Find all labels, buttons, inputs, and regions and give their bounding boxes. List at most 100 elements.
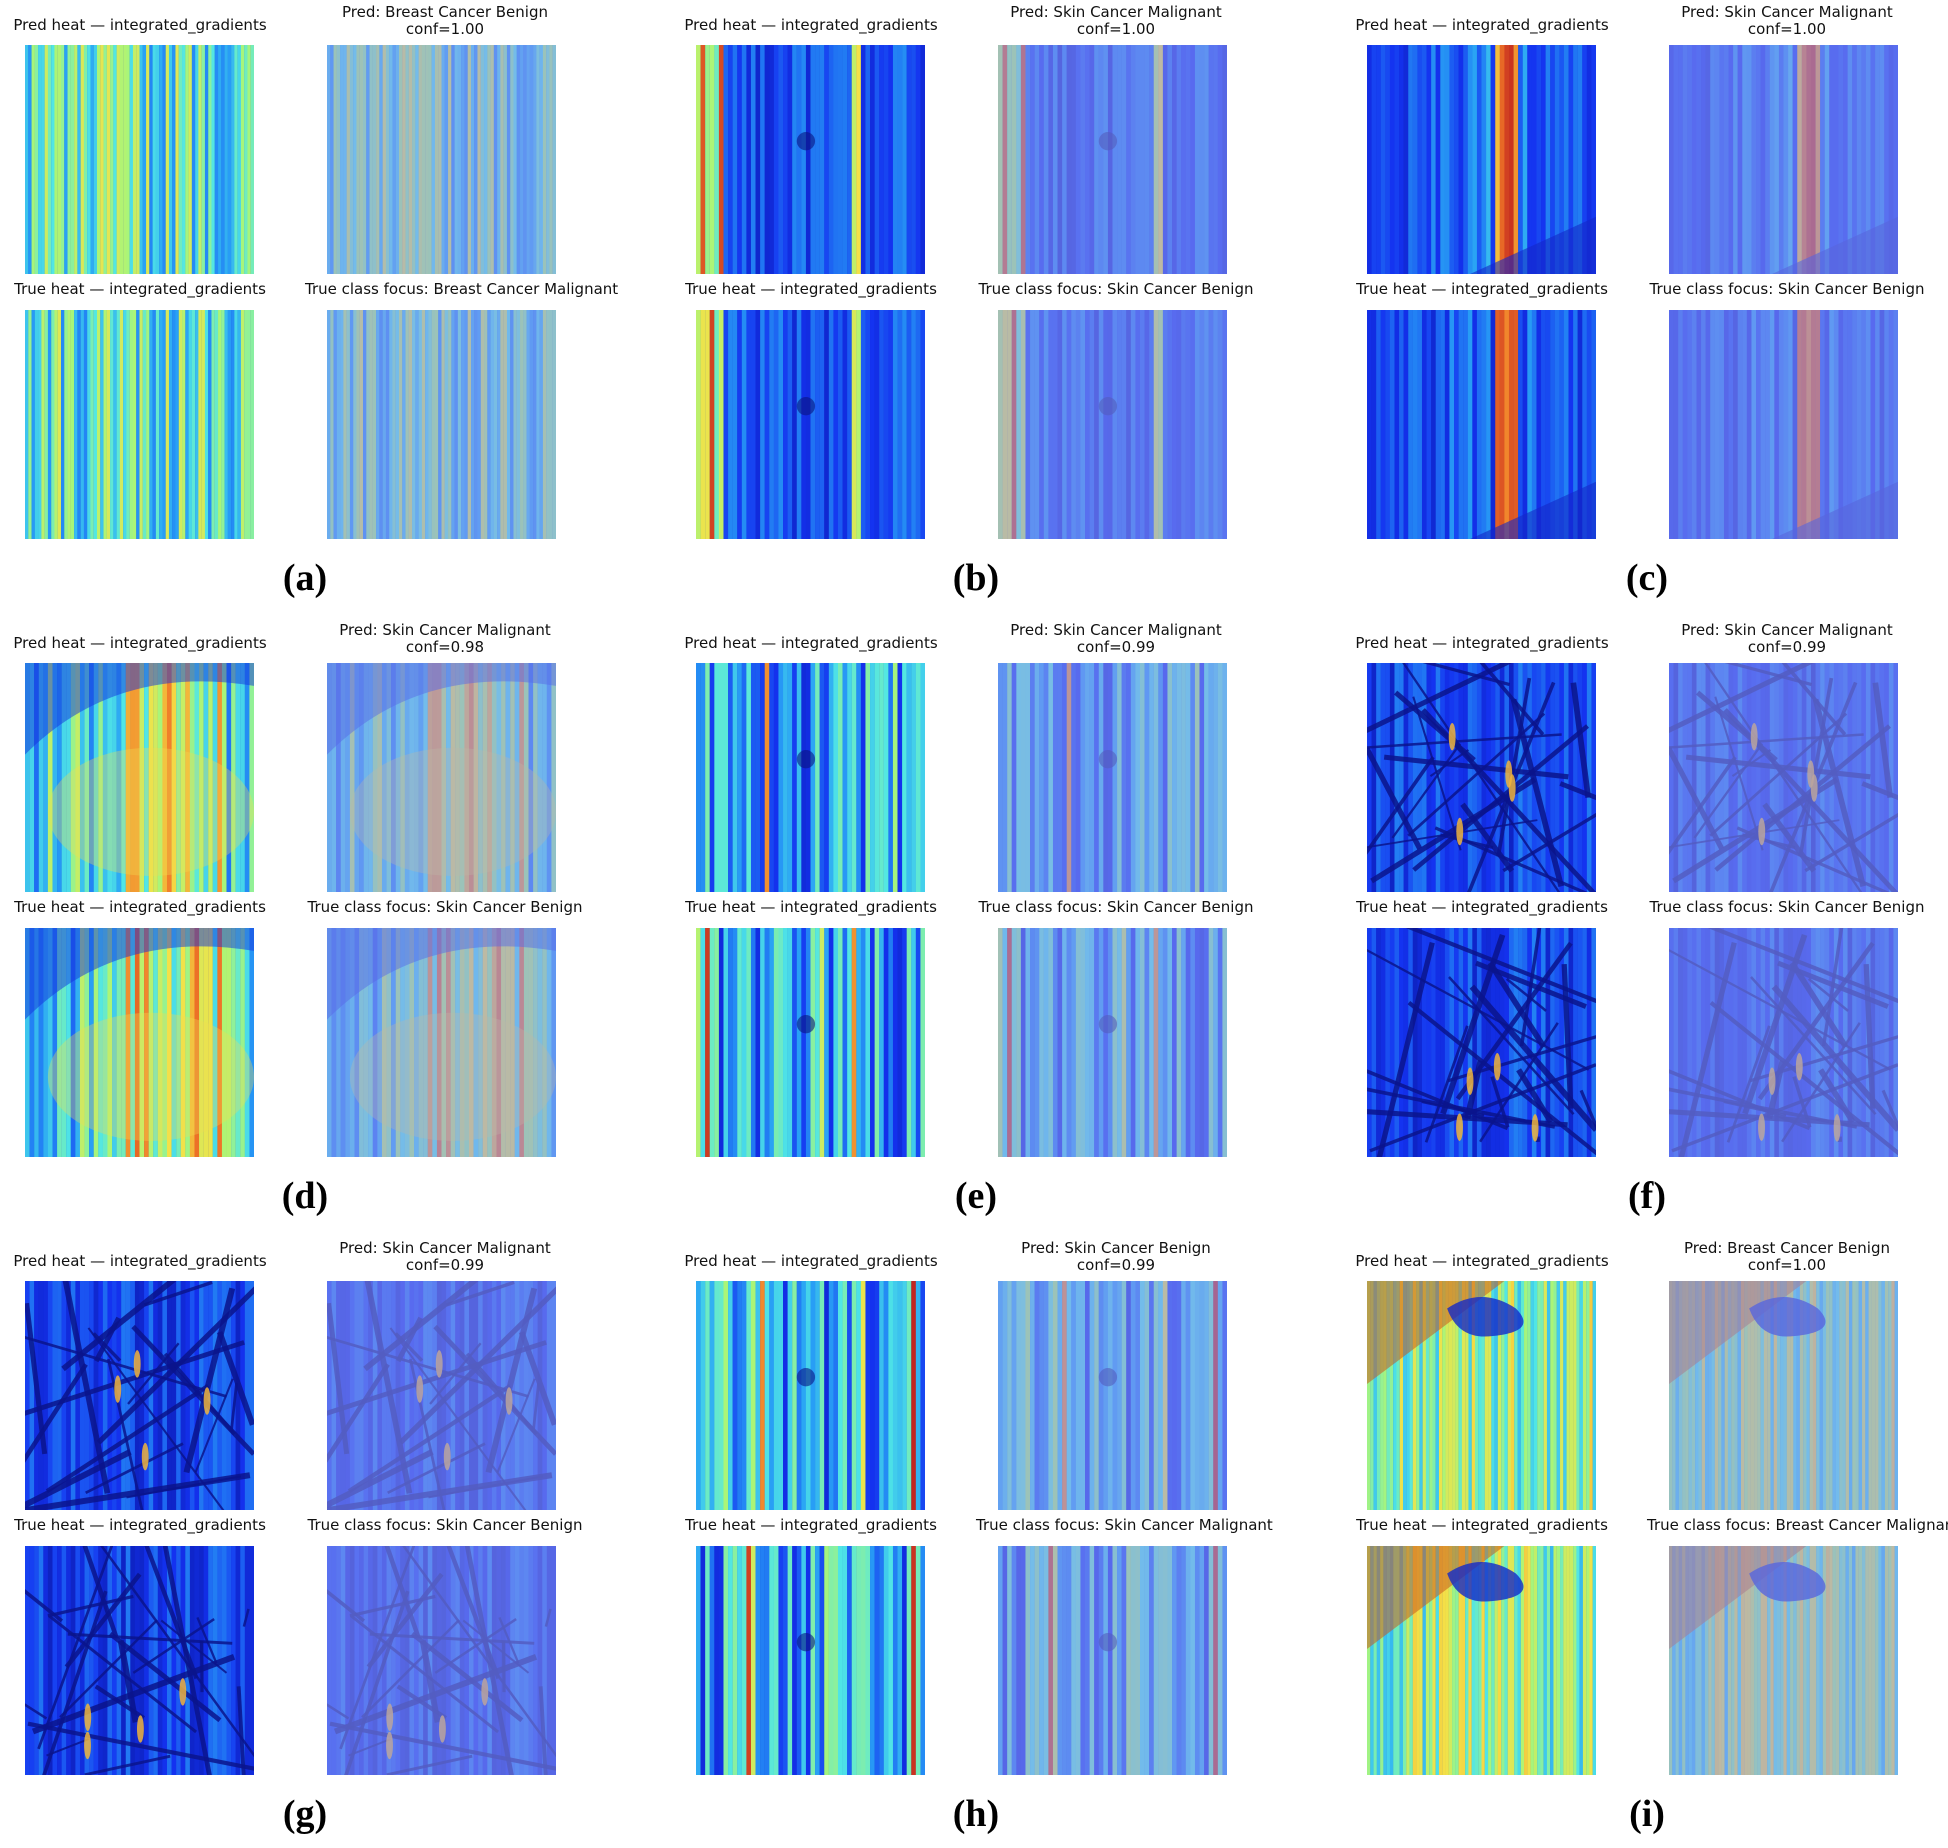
true-heat-title: True heat — integrated_gradients	[0, 899, 280, 916]
true-heat-title: True heat — integrated_gradients	[0, 281, 280, 298]
true-heatmap	[696, 310, 925, 539]
pred-class-label: Pred: Skin Cancer Malignant	[305, 1240, 585, 1257]
pred-confidence: conf=1.00	[976, 21, 1256, 38]
true-heatmap	[696, 928, 925, 1157]
panel-caption: (b)	[916, 556, 1036, 600]
pred-overlay	[327, 1281, 556, 1510]
pred-overlay	[1669, 663, 1898, 892]
true-class-title: True class focus: Skin Cancer Benign	[976, 899, 1256, 916]
pred-overlay	[998, 663, 1227, 892]
pred-class-label: Pred: Breast Cancer Benign	[1647, 1240, 1927, 1257]
true-heat-title: True heat — integrated_gradients	[671, 899, 951, 916]
pred-heatmap	[696, 1281, 925, 1510]
true-class-title: True class focus: Skin Cancer Benign	[976, 281, 1256, 298]
true-class-title: True class focus: Skin Cancer Benign	[305, 1517, 585, 1534]
pred-overlay	[327, 663, 556, 892]
pred-confidence: conf=0.99	[1647, 639, 1927, 656]
panel-caption: (d)	[245, 1174, 365, 1218]
true-class-title: True class focus: Skin Cancer Benign	[1647, 281, 1927, 298]
panel-caption: (f)	[1587, 1174, 1707, 1218]
pred-confidence: conf=0.99	[976, 639, 1256, 656]
true-heatmap	[25, 1546, 254, 1775]
pred-overlay	[1669, 45, 1898, 274]
pred-confidence: conf=1.00	[1647, 21, 1927, 38]
pred-heat-title: Pred heat — integrated_gradients	[671, 17, 951, 34]
pred-confidence: conf=1.00	[1647, 1257, 1927, 1274]
pred-class-label: Pred: Skin Cancer Malignant	[1647, 4, 1927, 21]
true-overlay	[327, 310, 556, 539]
pred-overlay	[998, 1281, 1227, 1510]
panel-caption: (i)	[1587, 1792, 1707, 1836]
panel-f: Pred heat — integrated_gradients Pred: Sk…	[1342, 618, 1948, 1230]
true-overlay	[1669, 1546, 1898, 1775]
panel-caption: (h)	[916, 1792, 1036, 1836]
true-class-title: True class focus: Breast Cancer Malignan…	[1647, 1517, 1927, 1534]
panel-c: Pred heat — integrated_gradients Pred: Sk…	[1342, 0, 1948, 612]
pred-heatmap	[25, 45, 254, 274]
true-overlay	[1669, 928, 1898, 1157]
pred-heatmap	[1367, 1281, 1596, 1510]
true-overlay	[1669, 310, 1898, 539]
pred-confidence: conf=0.98	[305, 639, 585, 656]
pred-overlay	[998, 45, 1227, 274]
pred-class-label: Pred: Breast Cancer Benign	[305, 4, 585, 21]
pred-heat-title: Pred heat — integrated_gradients	[671, 635, 951, 652]
pred-heat-title: Pred heat — integrated_gradients	[1342, 17, 1622, 34]
pred-class-label: Pred: Skin Cancer Malignant	[976, 622, 1256, 639]
pred-heatmap	[696, 45, 925, 274]
panel-caption: (a)	[245, 556, 365, 600]
panel-caption: (e)	[916, 1174, 1036, 1218]
pred-heatmap	[1367, 663, 1596, 892]
panel-g: Pred heat — integrated_gradients Pred: Sk…	[0, 1236, 660, 1848]
panel-caption: (c)	[1587, 556, 1707, 600]
pred-overlay	[327, 45, 556, 274]
pred-class-label: Pred: Skin Cancer Malignant	[976, 4, 1256, 21]
panel-e: Pred heat — integrated_gradients Pred: Sk…	[671, 618, 1331, 1230]
true-class-title: True class focus: Breast Cancer Malignan…	[305, 281, 585, 298]
true-heat-title: True heat — integrated_gradients	[1342, 1517, 1622, 1534]
pred-class-label: Pred: Skin Cancer Benign	[976, 1240, 1256, 1257]
pred-heatmap	[25, 663, 254, 892]
pred-overlay	[1669, 1281, 1898, 1510]
pred-heat-title: Pred heat — integrated_gradients	[0, 1253, 280, 1270]
pred-heat-title: Pred heat — integrated_gradients	[0, 17, 280, 34]
panel-h: Pred heat — integrated_gradients Pred: Sk…	[671, 1236, 1331, 1848]
true-class-title: True class focus: Skin Cancer Benign	[1647, 899, 1927, 916]
true-class-title: True class focus: Skin Cancer Malignant	[976, 1517, 1256, 1534]
true-heatmap	[1367, 310, 1596, 539]
pred-confidence: conf=0.99	[305, 1257, 585, 1274]
panel-d: Pred heat — integrated_gradients Pred: Sk…	[0, 618, 660, 1230]
true-heat-title: True heat — integrated_gradients	[671, 281, 951, 298]
pred-heat-title: Pred heat — integrated_gradients	[671, 1253, 951, 1270]
panel-b: Pred heat — integrated_gradients Pred: Sk…	[671, 0, 1331, 612]
true-heatmap	[25, 928, 254, 1157]
pred-class-label: Pred: Skin Cancer Malignant	[305, 622, 585, 639]
true-heatmap	[1367, 928, 1596, 1157]
true-overlay	[998, 928, 1227, 1157]
true-overlay	[998, 1546, 1227, 1775]
true-heatmap	[25, 310, 254, 539]
true-heat-title: True heat — integrated_gradients	[671, 1517, 951, 1534]
pred-confidence: conf=1.00	[305, 21, 585, 38]
panel-a: Pred heat — integrated_gradients Pred: Br…	[0, 0, 660, 612]
pred-heat-title: Pred heat — integrated_gradients	[1342, 1253, 1622, 1270]
true-heat-title: True heat — integrated_gradients	[1342, 281, 1622, 298]
true-overlay	[327, 1546, 556, 1775]
true-overlay	[998, 310, 1227, 539]
pred-class-label: Pred: Skin Cancer Malignant	[1647, 622, 1927, 639]
pred-heat-title: Pred heat — integrated_gradients	[1342, 635, 1622, 652]
pred-heatmap	[1367, 45, 1596, 274]
panel-i: Pred heat — integrated_gradients Pred: Br…	[1342, 1236, 1948, 1848]
panel-caption: (g)	[245, 1792, 365, 1836]
pred-heat-title: Pred heat — integrated_gradients	[0, 635, 280, 652]
true-class-title: True class focus: Skin Cancer Benign	[305, 899, 585, 916]
